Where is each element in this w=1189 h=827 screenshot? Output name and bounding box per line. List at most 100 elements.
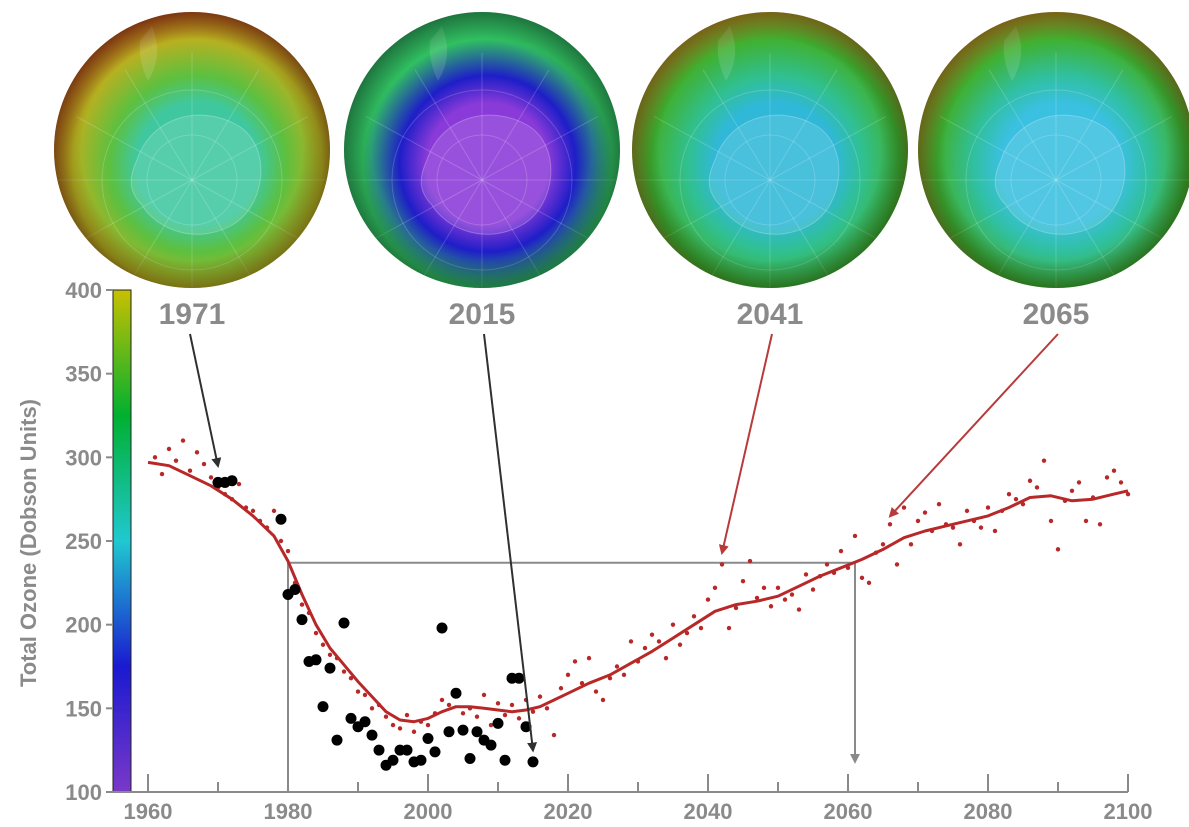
- small-data-point: [775, 585, 781, 591]
- small-data-point: [460, 711, 466, 716]
- small-data-point: [866, 580, 872, 586]
- globe-shading: [54, 12, 330, 288]
- small-data-point: [1076, 480, 1082, 485]
- small-data-point: [551, 732, 557, 738]
- small-data-point: [236, 481, 242, 487]
- large-dots-series: [212, 475, 539, 771]
- small-data-point: [698, 625, 704, 631]
- large-data-point: [338, 617, 350, 629]
- large-data-point: [226, 475, 238, 487]
- small-data-point: [852, 533, 858, 539]
- small-data-point: [663, 655, 669, 661]
- small-data-point: [677, 642, 683, 647]
- small-data-point: [1013, 496, 1019, 502]
- large-data-point: [492, 717, 504, 729]
- x-tick-label: 1960: [124, 799, 173, 824]
- small-data-point: [579, 681, 585, 686]
- small-data-point: [740, 578, 746, 584]
- year-label-2015: 2015: [449, 298, 516, 331]
- small-data-point: [348, 676, 354, 681]
- large-data-point: [401, 744, 413, 756]
- small-data-point: [586, 655, 592, 661]
- small-data-point: [397, 726, 403, 731]
- small-data-point: [922, 510, 928, 515]
- large-data-point: [436, 622, 448, 634]
- small-data-point: [593, 689, 599, 694]
- small-data-point: [439, 697, 445, 703]
- ozone-maps: [54, 12, 1189, 308]
- small-data-point: [152, 455, 158, 460]
- small-data-point: [768, 604, 774, 609]
- x-tick-label: 2100: [1104, 799, 1153, 824]
- ozone-map-1971: [54, 12, 330, 308]
- y-tick-label: 200: [65, 613, 102, 638]
- small-data-point: [1020, 501, 1026, 507]
- small-data-point: [362, 692, 368, 698]
- trend-line: [147, 460, 1129, 724]
- small-data-point: [936, 501, 942, 507]
- colorbar: [112, 289, 132, 793]
- small-data-point: [488, 722, 494, 728]
- small-data-point: [1048, 518, 1054, 524]
- small-data-point: [1125, 491, 1131, 497]
- large-data-point: [366, 729, 378, 741]
- small-data-point: [712, 585, 718, 591]
- small-data-point: [369, 706, 375, 711]
- small-data-point: [1006, 491, 1012, 497]
- ozone-map-2041: [632, 12, 908, 308]
- globe-shading: [918, 12, 1189, 288]
- globe-shading: [632, 12, 908, 288]
- large-data-point: [331, 734, 343, 746]
- y-tick-label: 350: [65, 362, 102, 387]
- small-data-point: [278, 538, 284, 544]
- large-data-point: [359, 716, 371, 728]
- trend-line-series: [147, 460, 1129, 724]
- small-data-point: [271, 508, 277, 514]
- small-data-point: [320, 642, 326, 647]
- small-data-point: [299, 602, 305, 607]
- small-data-point: [894, 562, 900, 567]
- small-data-point: [705, 597, 711, 602]
- x-tick-label: 2040: [684, 799, 733, 824]
- small-data-point: [670, 622, 676, 627]
- small-data-point: [537, 694, 543, 699]
- large-data-point: [422, 732, 434, 744]
- small-data-point: [901, 505, 907, 510]
- small-data-point: [628, 639, 634, 644]
- small-data-point: [285, 548, 291, 554]
- arrow-2041: [718, 333, 773, 556]
- small-data-point: [754, 595, 760, 601]
- arrow-2065: [888, 333, 1059, 518]
- y-axis-title: Total Ozone (Dobson Units): [16, 399, 41, 687]
- small-data-point: [600, 697, 606, 703]
- small-data-point: [355, 689, 361, 694]
- large-data-point: [464, 753, 476, 765]
- small-data-point: [1118, 480, 1124, 485]
- large-data-point: [289, 584, 301, 596]
- small-data-point: [880, 542, 886, 547]
- large-data-point: [450, 687, 462, 699]
- colorbar-gradient: [112, 289, 132, 793]
- large-data-point: [443, 726, 455, 738]
- y-tick-label: 100: [65, 780, 102, 805]
- y-tick-label: 150: [65, 696, 102, 721]
- small-data-point: [411, 729, 417, 734]
- small-data-point: [733, 605, 739, 611]
- large-data-point: [415, 754, 427, 766]
- small-data-point: [495, 701, 501, 706]
- small-data-point: [1027, 478, 1033, 483]
- small-data-point: [992, 528, 998, 534]
- x-tick-label: 2020: [544, 799, 593, 824]
- small-data-point: [404, 712, 410, 718]
- large-data-point: [485, 739, 497, 751]
- year-label-2041: 2041: [737, 298, 804, 331]
- large-data-point: [457, 724, 469, 736]
- small-data-point: [621, 672, 627, 678]
- small-data-point: [985, 505, 991, 510]
- small-data-point: [1083, 518, 1089, 524]
- small-data-point: [1104, 475, 1110, 480]
- y-tick-label: 400: [65, 278, 102, 303]
- small-data-point: [313, 630, 319, 636]
- large-data-point: [345, 712, 357, 724]
